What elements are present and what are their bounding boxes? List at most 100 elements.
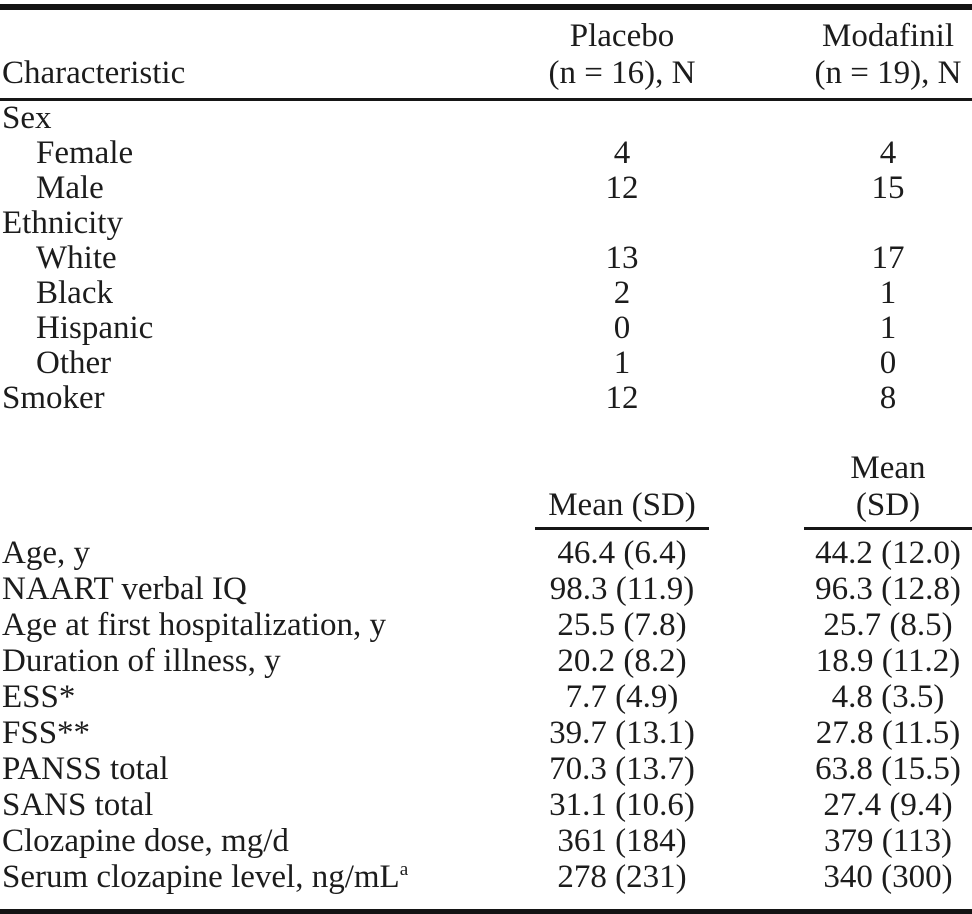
row-label: Duration of illness, y [0,643,440,679]
placebo-mean-sd-cell: Mean (SD) [440,416,804,530]
modafinil-value: 1 [879,310,897,346]
row-label: Other [36,345,112,381]
modafinil-value: 27.8 (11.5) [815,715,961,751]
modafinil-value [804,206,972,241]
table-row: SANS total 31.1 (10.6) 27.4 (9.4) [0,787,972,823]
row-label: White [36,240,117,276]
row-label-text: NAART verbal IQ [2,571,247,607]
placebo-n-label: (n = 16), N [548,55,696,91]
baseline-characteristics-table: Characteristic Placebo (n = 16), N Modaf… [0,4,972,914]
row-label: Clozapine dose, mg/d [0,823,440,859]
mean-sd-subheader-section: Mean (SD) Mean (SD) [0,416,972,535]
row-label: Ethnicity [2,205,123,241]
placebo-value: 39.7 (13.1) [549,715,695,751]
modafinil-value: 27.4 (9.4) [823,787,953,823]
column-header-modafinil: Modafinil (n = 19), N [804,10,972,101]
table-row: Age at first hospitalization, y 25.5 (7.8… [0,607,972,643]
row-label-text: Duration of illness, y [2,643,281,679]
column-header-characteristic: Characteristic [0,10,440,101]
placebo-value: 70.3 (13.7) [549,751,695,787]
modafinil-value: 44.2 (12.0) [815,535,961,571]
section-row: Ethnicity [0,206,972,241]
row-label: ESS* [0,679,440,715]
modafinil-value: 8 [879,380,897,416]
table-row: NAART verbal IQ 98.3 (11.9) 96.3 (12.8) [0,571,972,607]
row-label: Age at first hospitalization, y [0,607,440,643]
table-row: Smoker 12 8 [0,381,972,416]
placebo-value: 2 [613,275,631,311]
placebo-group-label: Placebo [569,18,675,54]
modafinil-value: 340 (300) [823,859,953,895]
placebo-value: 361 (184) [557,823,687,859]
mean-sd-subheader-row: Mean (SD) Mean (SD) [0,416,972,530]
count-rows-section: Sex Female 4 4 Male 12 15 Ethnicity White 13 17 Bla… [0,100,972,417]
table-row: Male 12 15 [0,171,972,206]
header-row: Characteristic Placebo (n = 16), N Modaf… [0,10,972,101]
modafinil-value: 96.3 (12.8) [815,571,961,607]
row-label: Age, y [0,535,440,571]
row-label: PANSS total [0,751,440,787]
modafinil-value: 63.8 (15.5) [815,751,961,787]
row-label: FSS** [0,715,440,751]
table-row: Hispanic 0 1 [0,311,972,346]
modafinil-value: 0 [879,345,897,381]
row-label: Smoker [2,380,105,416]
row-label-text: SANS total [2,787,154,823]
table-row: Duration of illness, y 20.2 (8.2) 18.9 (11… [0,643,972,679]
modafinil-value: 25.7 (8.5) [823,607,953,643]
placebo-value: 31.1 (10.6) [549,787,695,823]
table-row: Clozapine dose, mg/d 361 (184) 379 (113) [0,823,972,859]
row-label-text: FSS** [2,715,91,751]
placebo-value: 7.7 (4.9) [565,679,679,715]
row-label: Black [36,275,113,311]
row-label-text: Serum clozapine level, ng/mL [2,859,400,895]
row-label-text: ESS* [2,679,76,715]
row-label-text: Age at first hospitalization, y [2,607,386,643]
row-label-text: PANSS total [2,751,169,787]
placebo-value: 1 [613,345,631,381]
mean-rows-section: Age, y 46.4 (6.4) 44.2 (12.0) NAART verbal … [0,535,972,895]
placebo-value: 0 [613,310,631,346]
placebo-value [440,206,804,241]
row-label-text: Age, y [2,535,90,571]
placebo-value: 98.3 (11.9) [549,571,695,607]
row-label: SANS total [0,787,440,823]
row-label: Hispanic [36,310,154,346]
modafinil-group-label: Modafinil [822,18,954,54]
row-label: Serum clozapine level, ng/mLa [0,859,440,895]
row-label: NAART verbal IQ [0,571,440,607]
placebo-value [440,100,804,137]
table-header: Characteristic Placebo (n = 16), N Modaf… [0,10,972,101]
table-row: PANSS total 70.3 (13.7) 63.8 (15.5) [0,751,972,787]
placebo-value: 20.2 (8.2) [557,643,687,679]
table-row: Black 2 1 [0,276,972,311]
table-row: FSS** 39.7 (13.1) 27.8 (11.5) [0,715,972,751]
empty-cell [0,416,440,530]
placebo-mean-sd-label: Mean (SD) [535,487,709,530]
modafinil-value: 15 [871,170,905,206]
table-row: White 13 17 [0,241,972,276]
placebo-value: 12 [605,380,639,416]
placebo-value: 46.4 (6.4) [557,535,687,571]
table-row: Other 1 0 [0,346,972,381]
modafinil-value [804,100,972,137]
table-row: Age, y 46.4 (6.4) 44.2 (12.0) [0,535,972,571]
placebo-value: 4 [613,135,631,171]
placebo-value: 12 [605,170,639,206]
table-row: Serum clozapine level, ng/mLa 278 (231) 34… [0,859,972,895]
placebo-value: 25.5 (7.8) [557,607,687,643]
modafinil-value: 17 [871,240,905,276]
table-row: ESS* 7.7 (4.9) 4.8 (3.5) [0,679,972,715]
row-label: Sex [2,100,52,136]
table-row: Female 4 4 [0,136,972,171]
row-label: Female [36,135,134,171]
modafinil-mean-sd-cell: Mean (SD) [804,416,972,530]
modafinil-value: 379 (113) [823,823,952,859]
modafinil-value: 18.9 (11.2) [815,643,961,679]
row-label-footnote-marker: a [399,859,409,880]
row-label: Male [36,170,104,206]
characteristics-table: Characteristic Placebo (n = 16), N Modaf… [0,10,972,895]
row-label-text: Clozapine dose, mg/d [2,823,289,859]
section-row: Sex [0,100,972,137]
modafinil-value: 1 [879,275,897,311]
